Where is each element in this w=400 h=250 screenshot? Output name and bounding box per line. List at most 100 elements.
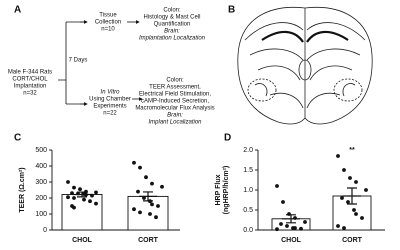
data-point	[160, 184, 164, 189]
x-tick-label: CORT	[342, 237, 363, 244]
data-point	[70, 191, 74, 196]
flow-text: cAMP-Induced Secretion,	[141, 99, 209, 105]
data-point	[336, 224, 340, 228]
data-point	[156, 204, 160, 208]
data-point	[275, 227, 279, 232]
data-point	[348, 176, 352, 180]
x-tick-label: CORT	[138, 237, 159, 244]
data-point	[285, 224, 289, 228]
y-tick-label: 1.0	[243, 187, 253, 194]
data-point	[281, 200, 285, 204]
bar	[127, 195, 169, 231]
data-point	[138, 210, 142, 215]
panel-label: A	[14, 5, 21, 16]
data-point	[88, 199, 92, 204]
y-axis-label: TEER (Ω.cm²)	[19, 167, 26, 212]
data-point	[144, 175, 148, 180]
data-point	[142, 196, 146, 200]
flow-text: Implantation	[14, 84, 47, 90]
flow-text: Brain:	[164, 29, 180, 35]
data-point	[66, 180, 70, 184]
panel-label: C	[14, 133, 21, 144]
flow-text: In Vitro	[101, 90, 121, 96]
data-point	[132, 207, 136, 212]
flow-text: Tissue	[99, 13, 117, 19]
bar	[61, 194, 103, 231]
error-bar	[343, 187, 361, 205]
data-point	[303, 220, 307, 224]
flow-text: 7 Days	[69, 58, 88, 64]
flow-text: Implant Localization	[148, 120, 202, 126]
y-tick-label: 0.5	[243, 207, 253, 214]
data-point	[82, 197, 86, 202]
flow-text: TEER Assessment,	[149, 85, 201, 91]
panel-label: D	[224, 133, 231, 144]
data-point	[279, 222, 283, 226]
data-point	[352, 208, 356, 212]
error-bar	[139, 191, 157, 202]
y-tick-label: 300	[35, 179, 47, 186]
significance: **	[349, 147, 355, 154]
data-point	[94, 201, 98, 206]
flow-text: Experiments	[93, 104, 126, 110]
brain-diagram	[237, 6, 373, 125]
y-tick-label: 0.0	[243, 227, 253, 234]
data-point	[360, 216, 364, 220]
data-point	[354, 180, 358, 184]
y-tick-label: 0	[43, 227, 47, 234]
flow-text: Implantation Localization	[139, 36, 206, 42]
flow-text: Male F-344 Rats	[8, 70, 52, 76]
data-point	[342, 168, 346, 172]
data-point	[346, 200, 350, 204]
error-bar	[282, 214, 300, 224]
flow-text: n=32	[23, 91, 37, 97]
data-point	[66, 195, 70, 200]
y-tick-label: 2.0	[243, 147, 253, 154]
flow-text: n=10	[101, 27, 115, 33]
y-tick-label: 100	[35, 211, 47, 218]
error-bar	[73, 191, 91, 198]
flow-text: Macromolecular Flux Analysis	[135, 106, 214, 112]
data-point	[138, 165, 142, 170]
flow-text: Histology & Mast Cell	[143, 15, 200, 21]
flow-text: Brain:	[167, 113, 183, 119]
y-tick-label: 500	[35, 147, 47, 154]
y-axis-label: HRP Flux	[215, 174, 222, 205]
x-tick-label: CHOL	[281, 237, 302, 244]
data-point	[354, 212, 358, 216]
flowchart: Male F-344 Rats CORT/CHOL Implantation n…	[8, 8, 215, 126]
data-point	[336, 154, 340, 158]
data-point	[150, 181, 154, 186]
data-point	[72, 205, 76, 210]
y-tick-label: 1.5	[243, 167, 253, 174]
data-point	[94, 190, 98, 195]
data-point	[72, 185, 76, 190]
flow-text: CORT/CHOL	[12, 77, 48, 83]
flow-text: Using Chamber	[89, 97, 131, 103]
data-point	[299, 226, 303, 231]
data-point	[342, 226, 346, 230]
data-point	[132, 160, 136, 165]
data-point	[78, 187, 82, 192]
y-tick-label: 200	[35, 195, 47, 202]
flow-text: n=22	[103, 111, 117, 117]
data-point	[90, 193, 94, 198]
data-point	[72, 196, 76, 200]
flow-lines	[58, 21, 86, 105]
data-point	[340, 196, 344, 200]
data-point	[275, 184, 279, 188]
x-tick-label: CHOL	[72, 237, 93, 244]
y-axis-label: (ngHRP/h/cm²)	[223, 166, 230, 215]
flow-text: Colon:	[166, 78, 184, 84]
flow-text: Quantification	[154, 22, 191, 28]
flow-text: Collection	[95, 20, 121, 26]
data-point	[154, 215, 158, 220]
y-tick-label: 400	[35, 163, 47, 170]
data-point	[293, 226, 297, 230]
data-point	[364, 188, 368, 192]
flow-text: Electrical Field Stimulation,	[139, 92, 211, 98]
data-point	[148, 212, 152, 216]
data-point	[150, 202, 154, 207]
data-point	[136, 189, 140, 194]
